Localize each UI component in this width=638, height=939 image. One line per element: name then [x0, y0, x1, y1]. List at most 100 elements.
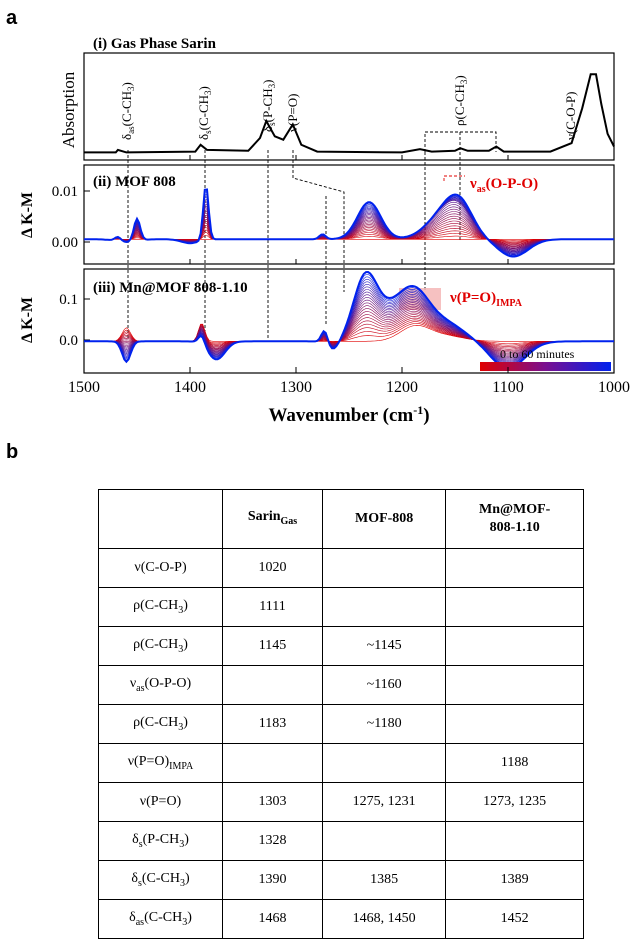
table-cell-value: 1385	[321, 860, 447, 900]
x-tick-label: 1000	[598, 379, 630, 396]
table-cell-value: 1188	[445, 743, 584, 783]
table-row: ν(P=O)IMPA 1188	[98, 743, 584, 783]
iii-ytick-1: 0.0	[59, 333, 78, 349]
table-cell-value	[321, 587, 447, 627]
mn-mof808-spectra	[84, 270, 614, 370]
x-axis: 1500 1400 1300 1200 1100 1000	[68, 155, 630, 396]
panel-a-letter: a	[6, 7, 18, 29]
table-cell-value: 1145	[222, 626, 323, 666]
table-row: δas(C-CH3) 1468 1468, 1450 1452	[98, 899, 584, 939]
table-row: ρ(C-CH3) 1183 ~1180	[98, 704, 584, 744]
table-cell-value: 1111	[222, 587, 323, 627]
table-row: νas(O-P-O) ~1160	[98, 665, 584, 705]
gas-phase-line	[84, 73, 615, 154]
time-legend-label: 0 to 60 minutes	[500, 347, 575, 361]
annot-nu-po-impa: ν(P=O)IMPA	[449, 290, 523, 309]
table-row: δs(C-CH3) 1390 1385 1389	[98, 860, 584, 900]
table-row: ν(C-O-P) 1020	[98, 548, 584, 588]
mof808-spectrum-line	[84, 188, 614, 258]
annot-ds-cch3: δs(C-CH3)	[196, 86, 213, 140]
annot-nuas-opo: νas(O-P-O)	[469, 176, 538, 195]
table-cell-assignment: δs(C-CH3)	[98, 860, 223, 900]
table-cell-assignment: δas(C-CH3)	[98, 899, 223, 939]
table-cell-assignment: ρ(C-CH3)	[98, 587, 223, 627]
assignment-table-wrap: SarinGas MOF-808 Mn@MOF- 808-1.10 ν(C-O-P…	[98, 489, 584, 939]
table-header-mn-mof808: Mn@MOF- 808-1.10	[445, 489, 584, 549]
mof808-spectra	[84, 188, 614, 258]
table-cell-value: 1328	[222, 821, 323, 861]
table-cell-value	[222, 743, 323, 783]
table-cell-assignment: ρ(C-CH3)	[98, 626, 223, 666]
table-cell-value	[321, 548, 447, 588]
panel-ii-ylabel: Δ K-M	[19, 192, 36, 238]
table-header-sarin: SarinGas	[222, 489, 323, 549]
panel-iii-ylabel: Δ K-M	[19, 297, 36, 343]
x-tick-label: 1300	[280, 379, 312, 396]
table-cell-value: 1389	[445, 860, 584, 900]
table-cell-value: ~1180	[321, 704, 447, 744]
table-cell-value	[321, 743, 447, 783]
panel-i-title: (i) Gas Phase Sarin	[93, 36, 217, 52]
assignment-table: SarinGas MOF-808 Mn@MOF- 808-1.10 ν(C-O-P…	[98, 489, 584, 939]
annot-nu-po: ν(P=O)	[285, 94, 300, 133]
table-cell-value: 1183	[222, 704, 323, 744]
table-cell-value: 1468	[222, 899, 323, 939]
table-cell-value: 1273, 1235	[445, 782, 584, 822]
panel-b-letter: b	[6, 441, 19, 463]
table-header-mof808: MOF-808	[321, 489, 447, 549]
panel-iii-frame	[83, 268, 615, 374]
table-header-blank	[98, 489, 223, 549]
guide-lines	[127, 131, 497, 340]
table-cell-value	[445, 548, 584, 588]
x-tick-label: 1200	[386, 379, 418, 396]
table-body: ν(C-O-P) 1020 ρ(C-CH3) 1111 ρ(C-CH3) 1145 ~114…	[98, 548, 584, 939]
table-cell-value: ~1145	[321, 626, 447, 666]
table-cell-value	[445, 704, 584, 744]
gas-spectrum	[84, 73, 615, 154]
ii-ytick-0: 0.01	[52, 184, 78, 200]
table-header-row: SarinGas MOF-808 Mn@MOF- 808-1.10	[98, 489, 584, 549]
table-cell-assignment: ρ(C-CH3)	[98, 704, 223, 744]
table-cell-assignment: ν(P=O)IMPA	[98, 743, 223, 783]
table-cell-assignment: δs(P-CH3)	[98, 821, 223, 861]
table-cell-assignment: ν(C-O-P)	[98, 548, 223, 588]
table-cell-value: 1452	[445, 899, 584, 939]
table-row: δs(P-CH3) 1328	[98, 821, 584, 861]
ii-ytick-1: 0.00	[52, 235, 78, 251]
table-row: ν(P=O) 1303 1275, 1231 1273, 1235	[98, 782, 584, 822]
table-row: ρ(C-CH3) 1145 ~1145	[98, 626, 584, 666]
table-cell-value: 1303	[222, 782, 323, 822]
time-legend-bar	[480, 362, 611, 371]
table-cell-value	[445, 587, 584, 627]
x-tick-label: 1400	[174, 379, 206, 396]
mn-mof808-spectrum-line	[84, 270, 614, 370]
table-cell-value: 1275, 1231	[321, 782, 447, 822]
table-row: ρ(C-CH3) 1111	[98, 587, 584, 627]
table-cell-value	[321, 821, 447, 861]
panel-ii-frame	[83, 164, 615, 265]
table-cell-value	[445, 626, 584, 666]
table-cell-value	[445, 821, 584, 861]
nuas-opo-leader	[443, 175, 465, 181]
panel-ii-title: (ii) MOF 808	[93, 174, 176, 190]
panel-i-frame	[83, 52, 615, 161]
x-axis-label: Wavenumber (cm-1)	[268, 403, 429, 426]
panel-iii-title: (iii) Mn@MOF 808-1.10	[93, 280, 248, 296]
table-cell-value: 1468, 1450	[321, 899, 447, 939]
spectra-chart: a (i) Gas Phase Sarin (ii) MOF 808 (iii)…	[6, 7, 630, 426]
iii-ytick-0: 0.1	[59, 292, 78, 308]
table-cell-value	[222, 665, 323, 705]
annot-rho-cch3: ρ(C-CH3)	[452, 75, 469, 126]
table-cell-assignment: νas(O-P-O)	[98, 665, 223, 705]
annot-ds-pch3: δs(P-CH3)	[260, 80, 277, 132]
annot-nu-cop: ν(C-O-P)	[563, 92, 578, 140]
table-cell-assignment: ν(P=O)	[98, 782, 223, 822]
x-tick-label: 1500	[68, 379, 100, 396]
annot-das-cch3: δas(C-CH3)	[119, 82, 136, 140]
table-cell-value: ~1160	[321, 665, 447, 705]
table-cell-value	[445, 665, 584, 705]
x-tick-label: 1100	[492, 379, 523, 396]
table-cell-value: 1390	[222, 860, 323, 900]
panel-i-ylabel: Absorption	[59, 71, 78, 148]
table-cell-value: 1020	[222, 548, 323, 588]
